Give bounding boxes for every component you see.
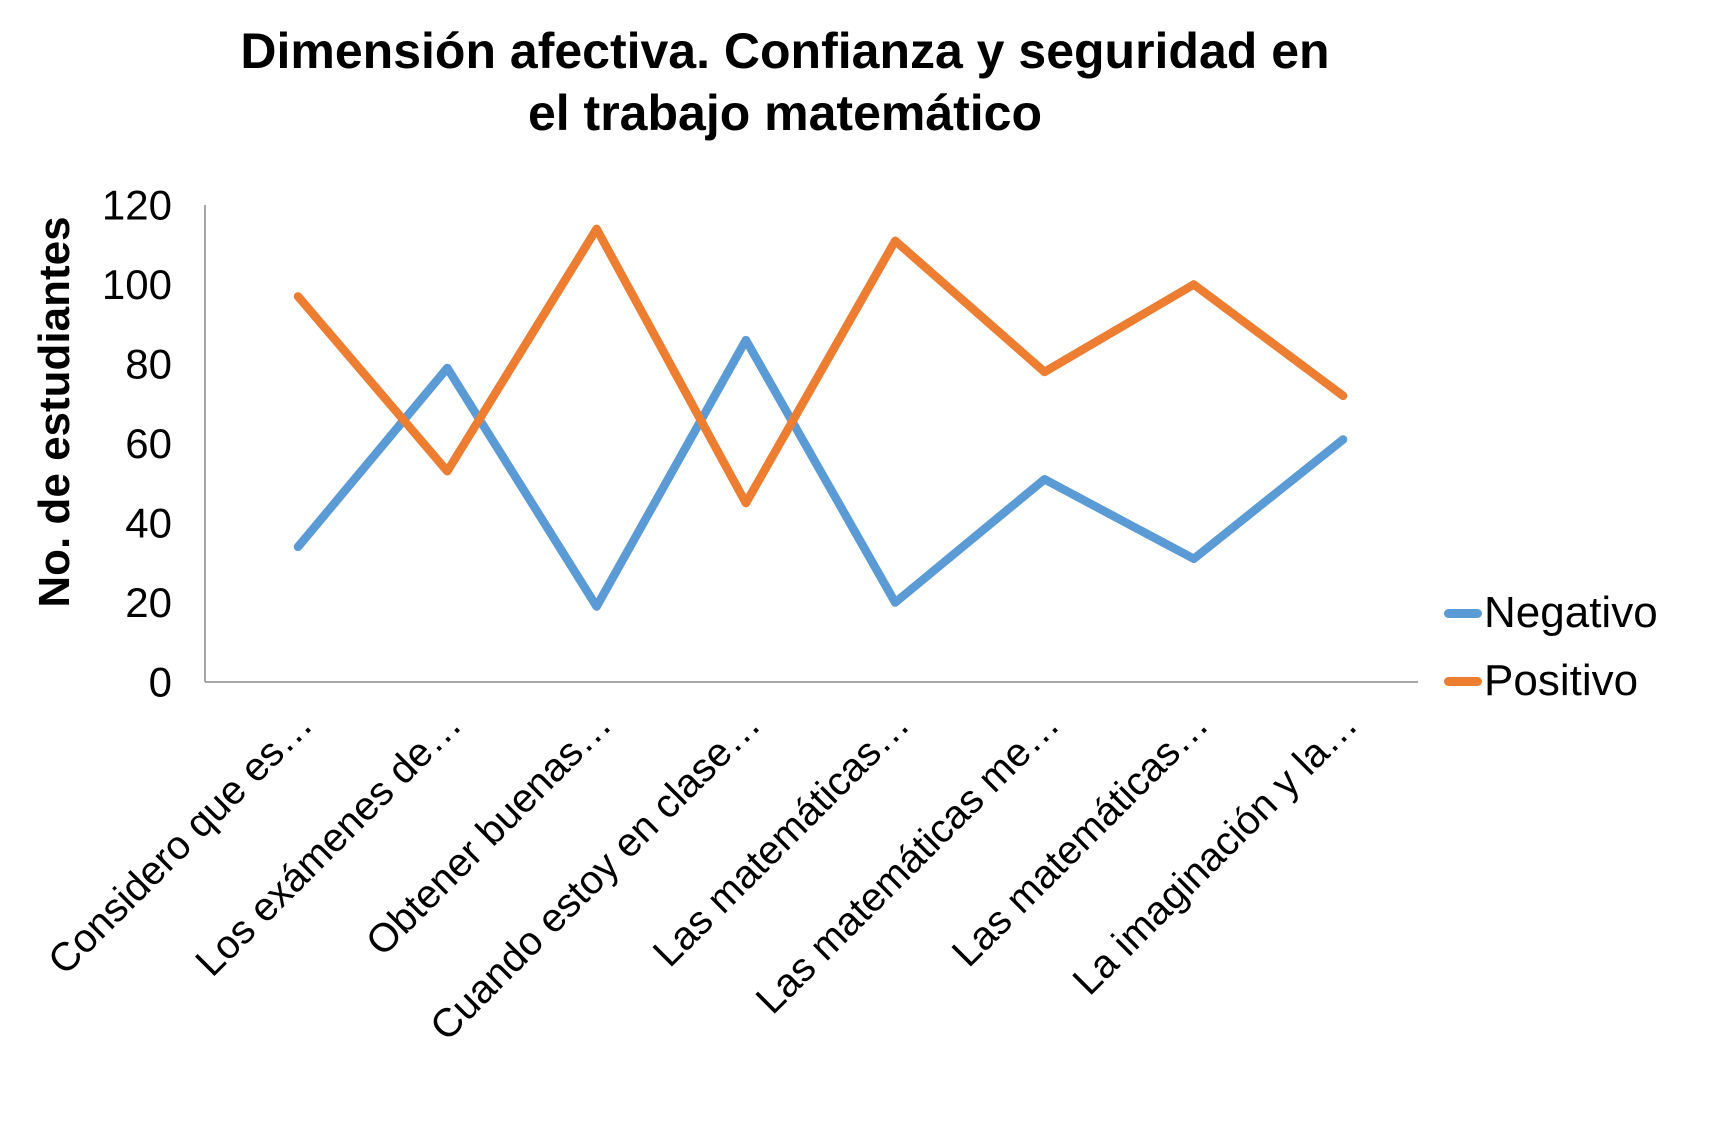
series-line-positivo <box>293 224 1348 508</box>
legend-key-icon-positivo <box>1444 676 1482 686</box>
y-tick-label-40: 40 <box>125 500 172 547</box>
y-tick-label-100: 100 <box>102 261 172 308</box>
chart-title: Dimensión afectiva. Confianza y segurida… <box>160 20 1410 144</box>
legend-label-positivo: Positivo <box>1484 656 1639 705</box>
series-line-negativo <box>293 335 1348 611</box>
legend-key-icon-negativo <box>1444 608 1482 618</box>
y-tick-label-120: 120 <box>102 182 172 229</box>
y-tick-label-80: 80 <box>125 341 172 388</box>
legend-label-negativo: Negativo <box>1484 588 1658 637</box>
legend: Negativo Positivo <box>1444 586 1658 708</box>
legend-item-positivo: Positivo <box>1444 654 1658 708</box>
y-tick-label-60: 60 <box>125 420 172 467</box>
y-tick-label-0: 0 <box>149 659 172 706</box>
chart-title-line1: Dimensión afectiva. Confianza y segurida… <box>240 23 1330 79</box>
chart-title-line2: el trabajo matemático <box>527 85 1043 141</box>
legend-item-negativo: Negativo <box>1444 586 1658 640</box>
y-tick-label-20: 20 <box>125 579 172 626</box>
